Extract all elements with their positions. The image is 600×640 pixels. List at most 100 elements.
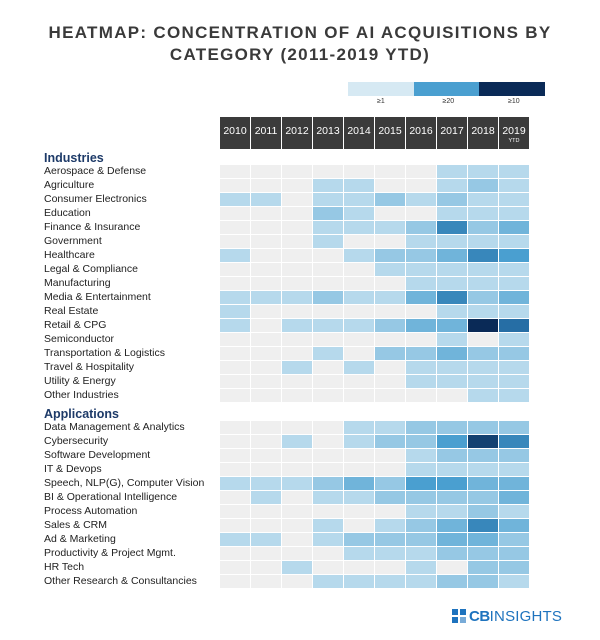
heatmap-cell (344, 305, 374, 318)
heatmap-cell (344, 519, 374, 532)
row-label: Sales & CRM (44, 519, 108, 531)
year-header-2010: 2010 (220, 117, 250, 149)
heatmap-cell (220, 165, 250, 178)
legend-swatch (479, 82, 545, 96)
heatmap-cell (468, 561, 498, 574)
year-label: 2019 (502, 125, 526, 137)
heatmap-cell (437, 207, 467, 220)
heatmap-cell (468, 547, 498, 560)
heatmap-cell (282, 347, 312, 360)
heatmap-cell (251, 519, 281, 532)
heatmap-cell (437, 361, 467, 374)
heatmap-cell (437, 505, 467, 518)
heatmap-cell (437, 333, 467, 346)
heatmap-cell (313, 193, 343, 206)
row-label: Government (44, 235, 102, 247)
heatmap-cell (375, 505, 405, 518)
heatmap-cell (220, 561, 250, 574)
heatmap-cell (375, 533, 405, 546)
heatmap-cell (313, 477, 343, 490)
heatmap-cell (251, 375, 281, 388)
heatmap-cell (375, 561, 405, 574)
heatmap-cell (375, 305, 405, 318)
heatmap-cell (375, 347, 405, 360)
row-label: Transportation & Logistics (44, 347, 166, 359)
heatmap-cell (251, 319, 281, 332)
heatmap-cell (313, 561, 343, 574)
row-label: Education (44, 207, 91, 219)
heatmap-cell (406, 421, 436, 434)
heatmap-cell (499, 421, 529, 434)
year-label: 2016 (409, 125, 433, 137)
heatmap-cell (499, 463, 529, 476)
heatmap-cell (251, 389, 281, 402)
heatmap-cell (499, 533, 529, 546)
legend-swatch (348, 82, 414, 96)
heatmap-cell (406, 305, 436, 318)
heatmap-cell (468, 291, 498, 304)
heatmap-cell (375, 333, 405, 346)
heatmap-cell (468, 235, 498, 248)
heatmap-cell (282, 263, 312, 276)
row-label: Productivity & Project Mgmt. (44, 547, 176, 559)
year-label: 2018 (471, 125, 495, 137)
heatmap-cell (375, 235, 405, 248)
heatmap-cell (220, 421, 250, 434)
heatmap-cell (499, 263, 529, 276)
row-label: Ad & Marketing (44, 533, 116, 545)
year-label: 2017 (440, 125, 464, 137)
heatmap-cell (406, 221, 436, 234)
heatmap-cell (499, 249, 529, 262)
heatmap-cell (220, 491, 250, 504)
row-label: Consumer Electronics (44, 193, 147, 205)
cb-insights-logo: CB INSIGHTS (452, 607, 562, 625)
heatmap-cell (406, 463, 436, 476)
heatmap-cell (313, 533, 343, 546)
heatmap-cell (437, 463, 467, 476)
heatmap-cell (344, 193, 374, 206)
legend-label: ≥20 (442, 98, 455, 105)
heatmap-cell (344, 449, 374, 462)
heatmap-cell (220, 193, 250, 206)
heatmap-cell (344, 547, 374, 560)
heatmap-cell (344, 421, 374, 434)
heatmap-cell (406, 505, 436, 518)
heatmap-cell (437, 347, 467, 360)
heatmap-cell (282, 179, 312, 192)
heatmap-cell (375, 519, 405, 532)
heatmap-cell (282, 561, 312, 574)
heatmap-cell (468, 179, 498, 192)
heatmap-cell (468, 533, 498, 546)
heatmap-cell (406, 179, 436, 192)
heatmap-cell (282, 221, 312, 234)
year-label: 2014 (347, 125, 371, 137)
heatmap-cell (437, 375, 467, 388)
heatmap-cell (468, 575, 498, 588)
heatmap-cell (406, 249, 436, 262)
heatmap-cell (220, 375, 250, 388)
heatmap-cell (251, 491, 281, 504)
heatmap-cell (499, 449, 529, 462)
row-label: Legal & Compliance (44, 263, 138, 275)
heatmap-cell (499, 305, 529, 318)
heatmap-cell (344, 375, 374, 388)
heatmap-cell (375, 421, 405, 434)
heatmap-cell (313, 207, 343, 220)
heatmap-cell (468, 249, 498, 262)
heatmap-cell (282, 193, 312, 206)
heatmap-cell (406, 533, 436, 546)
heatmap-cell (344, 361, 374, 374)
heatmap-cell (375, 207, 405, 220)
logo-text-regular: INSIGHTS (489, 607, 563, 625)
heatmap-cell (251, 347, 281, 360)
heatmap-cell (282, 375, 312, 388)
heatmap-cell (468, 389, 498, 402)
heatmap-cell (344, 575, 374, 588)
row-label: Cybersecurity (44, 435, 109, 447)
heatmap-cell (251, 505, 281, 518)
heatmap-cell (220, 221, 250, 234)
heatmap-cell (468, 477, 498, 490)
year-header-2016: 2016 (406, 117, 436, 149)
heatmap-cell (375, 277, 405, 290)
heatmap-cell (406, 193, 436, 206)
